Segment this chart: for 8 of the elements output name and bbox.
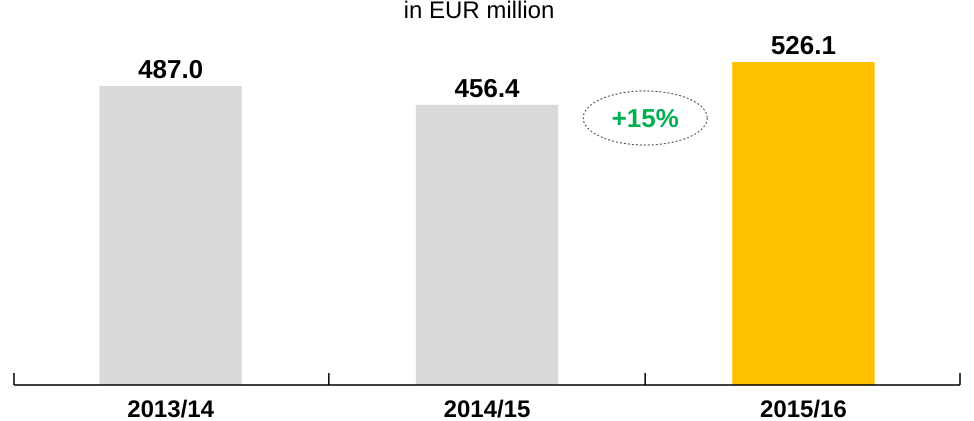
chart-subtitle: in EUR million [404,0,554,24]
x-tick-label: 2015/16 [760,396,847,421]
x-tick-label: 2013/14 [127,396,215,421]
data-label: 456.4 [454,72,520,103]
data-label: 487.0 [138,54,204,84]
data-label: 526.1 [770,30,836,60]
x-tick-label: 2014/15 [444,396,530,421]
annotation: +15% [612,103,679,133]
